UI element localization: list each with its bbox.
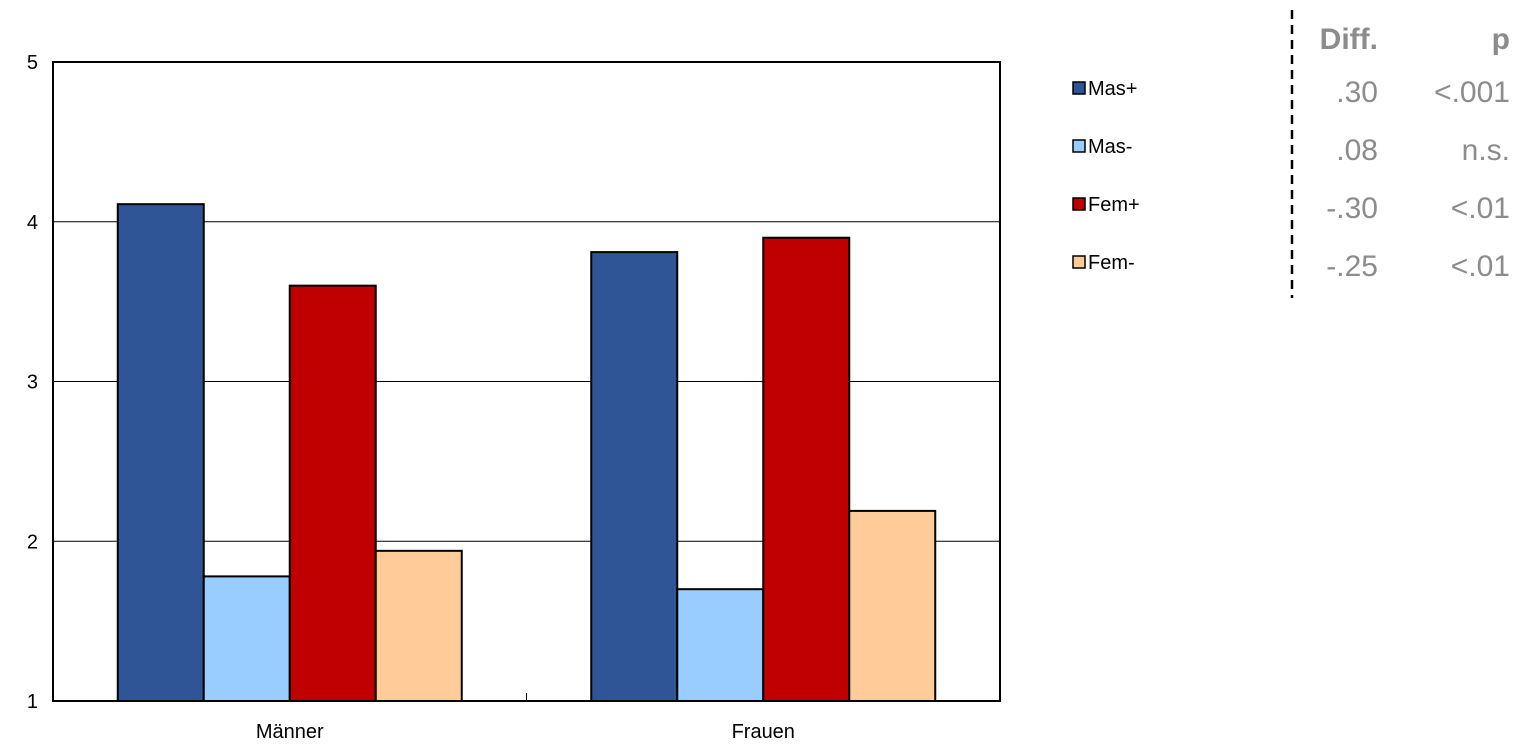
legend-swatch [1072, 255, 1086, 269]
stats-p-value: <.01 [1451, 192, 1510, 225]
x-tick-label: Frauen [732, 721, 795, 743]
stats-diff-value: -.25 [1326, 250, 1378, 283]
x-tick-label: Männer [256, 721, 324, 743]
legend-label: Mas+ [1088, 78, 1137, 100]
legend-label: Fem- [1088, 252, 1135, 274]
bar-mas-minus-0 [202, 575, 291, 703]
stats-p-value: n.s. [1462, 134, 1510, 167]
y-tick-label: 4 [27, 212, 38, 234]
legend-swatch [1072, 139, 1086, 153]
bar-fem-plus-0 [288, 284, 377, 702]
stats-diff-value: .08 [1336, 134, 1378, 167]
stats-p-value: <.001 [1434, 76, 1510, 109]
y-tick-label: 1 [27, 691, 38, 713]
stats-diff-value: -.30 [1326, 192, 1378, 225]
legend-swatch [1072, 197, 1086, 211]
stats-p-value: <.01 [1451, 250, 1510, 283]
y-tick-label: 2 [27, 531, 38, 553]
bar-fem-minus-1 [848, 509, 937, 702]
y-tick-label: 5 [27, 52, 38, 74]
legend-swatch [1072, 81, 1086, 95]
stats-table: Diff. p .30 <.001 .08 n.s. -.30 <.01 -.25 <.01 [1320, 23, 1510, 283]
legend: Mas+ Mas- Fem+ Fem- [1072, 78, 1140, 274]
y-axis: 1 2 3 4 5 [27, 52, 38, 713]
bar-fem-plus-1 [762, 236, 851, 702]
stats-header-p: p [1492, 23, 1510, 56]
bars [116, 203, 937, 703]
legend-label: Mas- [1088, 136, 1132, 158]
y-tick-label: 3 [27, 372, 38, 394]
stats-diff-value: .30 [1336, 76, 1378, 109]
bar-mas-plus-1 [590, 251, 679, 702]
x-axis: Männer Frauen [256, 693, 795, 743]
legend-label: Fem+ [1088, 194, 1140, 216]
bar-mas-minus-1 [676, 588, 765, 702]
stats-header-diff: Diff. [1320, 23, 1378, 56]
bar-mas-plus-0 [116, 203, 205, 703]
bar-fem-minus-0 [374, 549, 463, 703]
